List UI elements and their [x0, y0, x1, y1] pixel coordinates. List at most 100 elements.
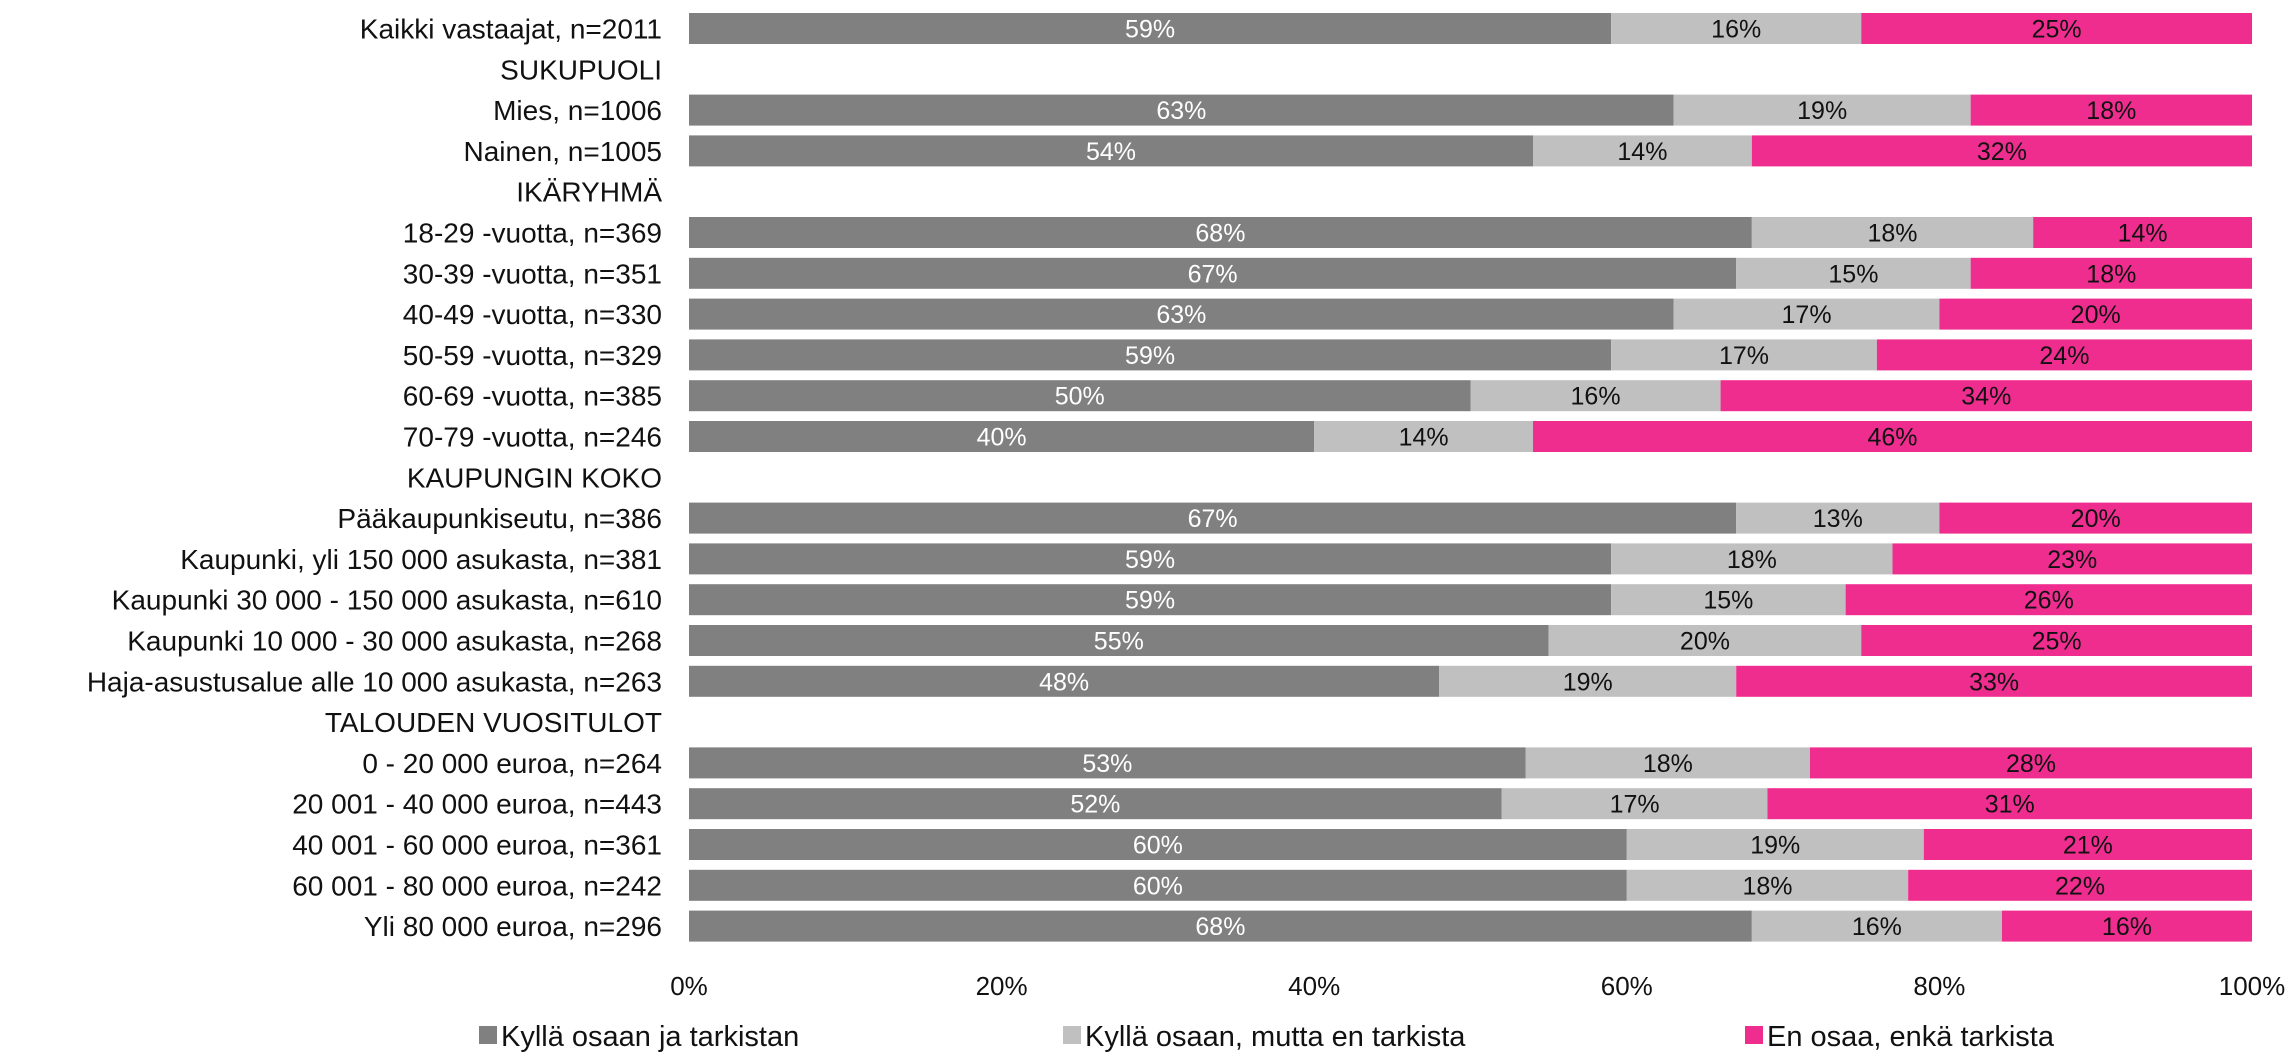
data-label: 32%: [1977, 138, 2027, 166]
bar-segment: [689, 380, 1471, 412]
data-label: 18%: [1727, 546, 1777, 574]
data-label: 59%: [1125, 587, 1175, 615]
bar-segment: [1533, 135, 1752, 167]
data-label: 21%: [2063, 832, 2113, 860]
data-label: 40%: [977, 424, 1027, 452]
category-label: Kaupunki 30 000 - 150 000 asukasta, n=61…: [112, 585, 662, 616]
legend-swatch: [479, 1026, 497, 1044]
data-label: 46%: [1867, 424, 1917, 452]
bar-segment: [1845, 584, 2252, 616]
bar-segment: [689, 421, 1315, 452]
data-label: 18%: [2086, 260, 2136, 288]
bar-segment: [1720, 380, 2252, 412]
bar-segment: [1939, 298, 2252, 330]
data-label: 16%: [1571, 383, 1621, 411]
bar-segment: [1751, 135, 2252, 167]
category-label: 60 001 - 80 000 euroa, n=242: [292, 870, 662, 901]
bar-segment: [2001, 910, 2252, 942]
data-label: 19%: [1797, 97, 1847, 125]
bar-segment: [1751, 910, 2002, 942]
data-label: 34%: [1961, 383, 2011, 411]
category-label: 30-39 -vuotta, n=351: [403, 258, 662, 289]
data-label: 15%: [1828, 260, 1878, 288]
data-label: 20%: [1680, 628, 1730, 656]
bar-segment: [1611, 13, 1862, 44]
data-label: 16%: [1711, 16, 1761, 44]
category-label: 0 - 20 000 euroa, n=264: [362, 748, 662, 779]
category-label: 20 001 - 40 000 euroa, n=443: [292, 789, 662, 820]
bar-segment: [1525, 747, 1810, 779]
data-label: 26%: [2024, 587, 2074, 615]
data-label: 20%: [2071, 505, 2121, 533]
bar-segment: [1876, 339, 2252, 371]
category-label: Kaupunki 10 000 - 30 000 asukasta, n=268: [127, 626, 662, 657]
data-label: 59%: [1125, 546, 1175, 574]
data-label: 63%: [1156, 97, 1206, 125]
bar-segment: [1861, 625, 2252, 656]
legend-label: Kyllä osaan, mutta en tarkista: [1085, 1021, 1466, 1053]
data-label: 33%: [1969, 668, 2019, 696]
bar-segment: [689, 625, 1549, 656]
bar-segment: [1767, 788, 2252, 820]
bar-segment: [689, 747, 1526, 779]
data-label: 23%: [2047, 546, 2097, 574]
data-label: 24%: [2039, 342, 2089, 370]
bar-segment: [1673, 94, 1971, 126]
bar-segment: [1736, 257, 1971, 289]
data-label: 14%: [1617, 138, 1667, 166]
bar-segment: [689, 869, 1627, 901]
bar-segment: [689, 135, 1534, 167]
category-label: KAUPUNGIN KOKO: [407, 462, 662, 493]
data-label: 54%: [1086, 138, 1136, 166]
bar-segment: [689, 217, 1752, 248]
bar-segment: [1626, 829, 1924, 860]
bar-segment: [1939, 502, 2252, 534]
bar-segment: [1736, 665, 2252, 697]
bar-segment: [689, 298, 1674, 330]
data-label: 14%: [2118, 220, 2168, 248]
bar-segment: [1809, 747, 2252, 779]
data-label: 50%: [1055, 383, 1105, 411]
x-tick-label: 80%: [1913, 971, 1965, 1001]
data-label: 16%: [1852, 913, 1902, 941]
bar-segment: [1439, 665, 1737, 697]
bar-segment: [1751, 217, 2034, 248]
bar-segment: [1533, 421, 2252, 452]
data-label: 14%: [1399, 424, 1449, 452]
data-label: 25%: [2032, 16, 2082, 44]
category-label: Pääkaupunkiseutu, n=386: [337, 503, 662, 534]
category-label: Yli 80 000 euroa, n=296: [364, 911, 662, 942]
category-label: Kaikki vastaajat, n=2011: [360, 14, 662, 45]
category-label: 50-59 -vuotta, n=329: [403, 340, 662, 371]
data-label: 52%: [1070, 791, 1120, 819]
data-label: 67%: [1188, 260, 1238, 288]
data-label: 59%: [1125, 16, 1175, 44]
data-label: 18%: [2086, 97, 2136, 125]
bar-segment: [689, 502, 1737, 534]
data-label: 20%: [2071, 301, 2121, 329]
data-label: 48%: [1039, 668, 1089, 696]
data-label: 28%: [2006, 750, 2056, 778]
bar-segment: [1892, 543, 2252, 575]
bar-segment: [1314, 421, 1534, 452]
data-label: 68%: [1195, 913, 1245, 941]
data-label: 60%: [1133, 872, 1183, 900]
bar-segment: [1611, 584, 1846, 616]
bar-segment: [1673, 298, 1940, 330]
data-label: 55%: [1094, 628, 1144, 656]
bar-segment: [689, 257, 1737, 289]
x-tick-label: 0%: [670, 971, 708, 1001]
data-label: 17%: [1719, 342, 1769, 370]
bar-segment: [1501, 788, 1768, 820]
bar-segment: [1908, 869, 2252, 901]
category-label: 18-29 -vuotta, n=369: [403, 218, 662, 249]
data-label: 59%: [1125, 342, 1175, 370]
data-label: 25%: [2032, 628, 2082, 656]
category-label: 70-79 -vuotta, n=246: [403, 422, 662, 453]
x-tick-label: 40%: [1288, 971, 1340, 1001]
bar-segment: [1970, 94, 2252, 126]
x-tick-label: 60%: [1601, 971, 1653, 1001]
category-label: Mies, n=1006: [493, 95, 662, 126]
category-label: Nainen, n=1005: [463, 136, 662, 167]
